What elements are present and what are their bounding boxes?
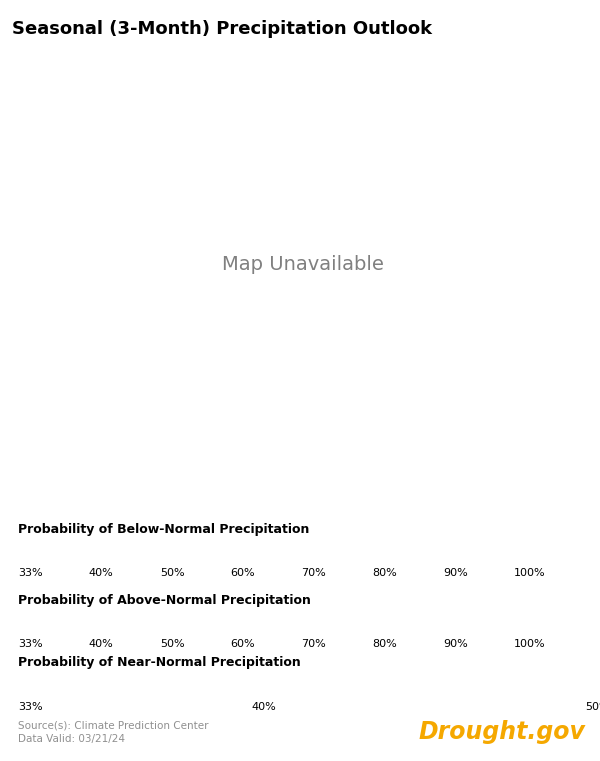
Text: 90%: 90% (443, 568, 468, 578)
Text: 40%: 40% (89, 568, 113, 578)
Text: 80%: 80% (373, 568, 397, 578)
Text: Probability of Near-Normal Precipitation: Probability of Near-Normal Precipitation (18, 656, 301, 669)
Text: 50%: 50% (160, 639, 184, 649)
Text: 50%: 50% (585, 702, 600, 712)
Text: Drought.gov: Drought.gov (418, 720, 585, 744)
Text: 90%: 90% (443, 639, 468, 649)
Text: 40%: 40% (89, 639, 113, 649)
Text: Source(s): Climate Prediction Center: Source(s): Climate Prediction Center (18, 721, 209, 731)
Text: Map Unavailable: Map Unavailable (222, 255, 384, 274)
Text: 80%: 80% (373, 639, 397, 649)
Text: 40%: 40% (251, 702, 276, 712)
Text: 100%: 100% (514, 568, 546, 578)
Text: 33%: 33% (18, 568, 43, 578)
Text: 70%: 70% (301, 639, 326, 649)
Text: Data Valid: 03/21/24: Data Valid: 03/21/24 (18, 734, 125, 744)
Text: Probability of Below-Normal Precipitation: Probability of Below-Normal Precipitatio… (18, 523, 310, 536)
Text: 70%: 70% (301, 568, 326, 578)
Text: 33%: 33% (18, 639, 43, 649)
Text: Probability of Above-Normal Precipitation: Probability of Above-Normal Precipitatio… (18, 594, 311, 607)
Text: 100%: 100% (514, 639, 546, 649)
Text: 60%: 60% (230, 568, 255, 578)
Text: 33%: 33% (18, 702, 43, 712)
Text: Seasonal (3-Month) Precipitation Outlook: Seasonal (3-Month) Precipitation Outlook (12, 20, 432, 38)
Text: 60%: 60% (230, 639, 255, 649)
Text: 50%: 50% (160, 568, 184, 578)
